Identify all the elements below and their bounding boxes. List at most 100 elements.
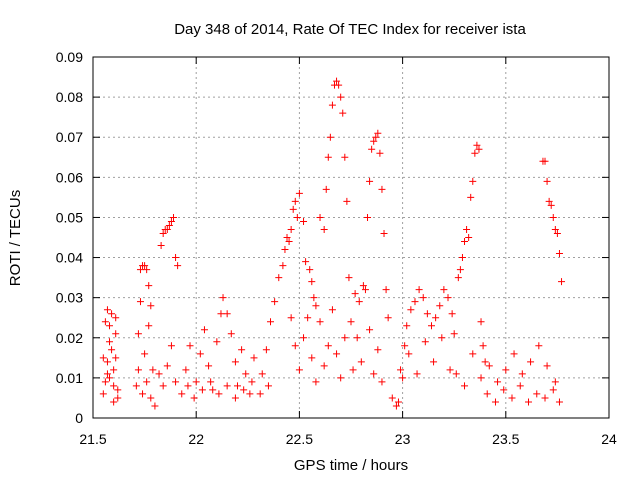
data-point [549, 213, 557, 221]
data-point [461, 238, 469, 246]
data-point [312, 302, 320, 310]
data-point [450, 330, 458, 338]
data-point [339, 109, 347, 117]
data-point [446, 366, 454, 374]
data-point [209, 386, 217, 394]
data-point [101, 318, 109, 326]
data-point [295, 189, 303, 197]
data-point [248, 378, 256, 386]
data-point [227, 330, 235, 338]
data-point [541, 157, 549, 165]
data-point [525, 398, 533, 406]
data-point [304, 314, 312, 322]
data-point [407, 306, 415, 314]
y-tick-label: 0.02 [56, 330, 83, 346]
data-point [233, 382, 241, 390]
data-point [333, 350, 341, 358]
data-point [465, 234, 473, 241]
x-tick-label: 21.5 [79, 431, 106, 447]
data-point [145, 282, 153, 290]
data-point [157, 242, 165, 250]
data-point [143, 378, 151, 386]
data-point [147, 394, 155, 402]
data-point [481, 358, 489, 366]
data-point [388, 394, 396, 402]
data-point [267, 318, 275, 326]
data-point [136, 298, 144, 306]
data-point [213, 338, 221, 346]
data-point [430, 358, 438, 366]
data-point [103, 306, 111, 314]
data-point [551, 225, 559, 233]
data-point [370, 137, 378, 145]
data-point [535, 342, 543, 350]
data-points [99, 77, 566, 410]
data-point [427, 322, 435, 330]
plot-frame [92, 56, 610, 419]
data-point [494, 378, 502, 386]
data-point [353, 334, 361, 342]
data-point [240, 386, 248, 394]
data-point [271, 298, 279, 306]
data-point [328, 306, 336, 314]
y-tick-label: 0.03 [56, 290, 83, 306]
data-point [223, 310, 231, 318]
data-point [134, 330, 142, 338]
data-point [114, 386, 122, 394]
data-point [167, 342, 175, 350]
data-point [167, 217, 175, 225]
data-point [287, 314, 295, 322]
data-point [403, 322, 411, 330]
data-point [172, 378, 180, 386]
data-point [374, 346, 382, 354]
data-point [219, 294, 227, 302]
data-point [163, 225, 171, 233]
data-point [341, 334, 349, 342]
y-tick-label: 0.01 [56, 370, 83, 386]
data-point [405, 350, 413, 358]
data-point [413, 370, 421, 378]
data-point [473, 141, 481, 149]
data-point [463, 225, 471, 233]
data-point [382, 286, 390, 294]
y-axis-label: ROTI / TECUs [7, 190, 24, 286]
data-point [99, 390, 107, 398]
data-point [541, 394, 549, 402]
data-point [500, 386, 508, 394]
data-point [415, 286, 423, 294]
data-point [432, 314, 440, 322]
data-point [502, 366, 510, 374]
data-point [112, 314, 120, 322]
data-point [349, 366, 357, 374]
data-point [289, 205, 297, 213]
x-axis-label: GPS time / hours [294, 457, 408, 474]
data-point [518, 370, 526, 378]
data-point [357, 358, 365, 366]
data-point [370, 370, 378, 378]
data-point [411, 298, 419, 306]
data-point [326, 133, 334, 141]
data-point [454, 274, 462, 282]
data-point [316, 213, 324, 221]
data-point [149, 366, 157, 374]
data-point [475, 145, 483, 153]
data-point [308, 354, 316, 362]
data-point [139, 390, 147, 398]
data-point [366, 326, 374, 334]
data-point [231, 358, 239, 366]
data-point [132, 382, 140, 390]
data-point [196, 350, 204, 358]
y-tick-label: 0.07 [56, 129, 83, 145]
data-point [215, 390, 223, 398]
data-point [553, 229, 561, 237]
data-point [198, 386, 206, 394]
data-point [238, 346, 246, 354]
data-point [485, 362, 493, 370]
data-point [543, 362, 551, 370]
data-point [355, 298, 363, 306]
data-point [320, 225, 328, 233]
data-point [438, 334, 446, 342]
data-point [112, 354, 120, 362]
data-point [295, 366, 303, 374]
data-point [545, 197, 553, 205]
